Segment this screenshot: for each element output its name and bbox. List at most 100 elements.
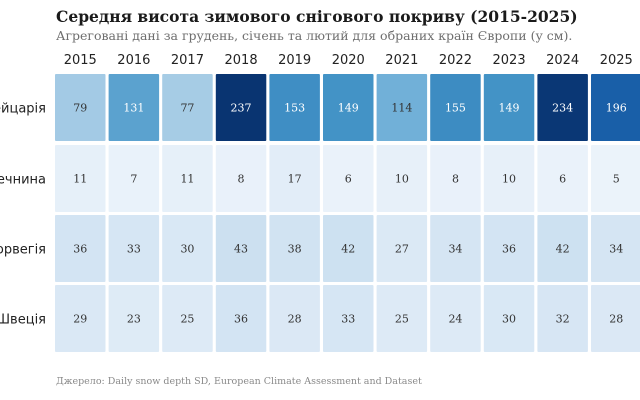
data-label: 5: [613, 173, 620, 186]
data-label: 234: [552, 102, 573, 115]
data-label: 155: [445, 102, 466, 115]
heatmap-cell: [215, 145, 267, 212]
x-tick-label: 2016: [117, 53, 150, 68]
heatmap-cell: [162, 285, 213, 352]
x-tick-label: 2025: [600, 53, 633, 68]
heatmap-cell: [430, 145, 481, 212]
heatmap-cell: [323, 145, 374, 212]
heatmap-cell: [537, 285, 588, 352]
heatmap-cell: [430, 215, 481, 282]
heatmap-cell: [269, 215, 320, 282]
data-label: 79: [73, 102, 87, 115]
heatmap-cell: [108, 74, 160, 141]
x-tick-label: 2023: [493, 53, 526, 68]
data-label: 25: [395, 313, 409, 326]
heatmap-cell: [376, 285, 428, 352]
heatmap-cell: [376, 215, 428, 282]
data-label: 36: [73, 243, 87, 256]
data-label: 43: [234, 243, 248, 256]
heatmap-cell: [537, 74, 588, 141]
x-tick-label: 2024: [546, 53, 579, 68]
heatmap-cell: [483, 145, 535, 212]
heatmap-cell: [55, 145, 106, 212]
data-label: 8: [452, 173, 459, 186]
heatmap-cell: [55, 215, 106, 282]
chart-title: Середня висота зимового снігового покрив…: [56, 7, 578, 26]
data-label: 6: [345, 173, 352, 186]
x-tick-label: 2017: [171, 53, 204, 68]
data-label: 237: [231, 102, 252, 115]
data-label: 34: [448, 243, 462, 256]
data-label: 38: [288, 243, 302, 256]
heatmap-cell: [591, 74, 640, 141]
x-tick-label: 2020: [332, 53, 365, 68]
data-label: 10: [395, 173, 409, 186]
heatmap-cell: [215, 285, 267, 352]
data-label: 11: [180, 173, 194, 186]
heatmap-cell: [269, 74, 320, 141]
heatmap-cell: [537, 145, 588, 212]
heatmap-cell: [108, 215, 160, 282]
x-tick-label: 2021: [385, 53, 418, 68]
data-label: 10: [502, 173, 516, 186]
y-tick-label: Швеція: [0, 313, 46, 328]
heatmap-cell: [483, 285, 535, 352]
data-label: 8: [238, 173, 245, 186]
data-label: 29: [73, 313, 87, 326]
heatmap-cell: [323, 215, 374, 282]
data-label: 28: [288, 313, 302, 326]
y-tick-label: Норвегія: [0, 243, 46, 258]
data-label: 114: [391, 102, 412, 115]
heatmap-cell: [537, 215, 588, 282]
data-label: 24: [448, 313, 462, 326]
x-tick-label: 2022: [439, 53, 472, 68]
data-label: 77: [180, 102, 194, 115]
chart-source: Джерело: Daily snow depth SD, European C…: [56, 376, 422, 387]
heatmap-cell: [591, 285, 640, 352]
heatmap-cell: [376, 74, 428, 141]
heatmap-cell: [430, 74, 481, 141]
heatmap-cell: [269, 285, 320, 352]
data-label: 25: [180, 313, 194, 326]
data-label: 42: [556, 243, 570, 256]
data-label: 23: [127, 313, 141, 326]
heatmap-cell: [55, 285, 106, 352]
data-label: 33: [341, 313, 355, 326]
data-label: 131: [123, 102, 144, 115]
data-label: 36: [502, 243, 516, 256]
heatmap-cell: [215, 215, 267, 282]
data-label: 6: [559, 173, 566, 186]
heatmap-cell: [108, 145, 160, 212]
data-label: 153: [284, 102, 305, 115]
x-tick-label: 2015: [64, 53, 97, 68]
data-label: 32: [556, 313, 570, 326]
heatmap-cell: [108, 285, 160, 352]
heatmap-cell: [430, 285, 481, 352]
heatmap-cell: [323, 74, 374, 141]
heatmap-cell: [215, 74, 267, 141]
data-label: 42: [341, 243, 355, 256]
chart-subtitle: Агреговані дані за грудень, січень та лю…: [56, 28, 573, 43]
data-label: 30: [502, 313, 516, 326]
x-tick-label: 2019: [278, 53, 311, 68]
y-tick-label: Швейцарія: [0, 102, 46, 117]
heatmap-cell: [55, 74, 106, 141]
heatmap-cell: [376, 145, 428, 212]
data-label: 149: [338, 102, 359, 115]
y-tick-label: Чечнина: [0, 173, 46, 188]
heatmap-cell: [323, 285, 374, 352]
heatmap-cell: [162, 215, 213, 282]
heatmap-cell: [483, 74, 535, 141]
data-label: 34: [609, 243, 623, 256]
heatmap-cell: [269, 145, 320, 212]
data-label: 149: [499, 102, 520, 115]
data-label: 11: [73, 173, 87, 186]
data-label: 33: [127, 243, 141, 256]
data-label: 17: [288, 173, 302, 186]
data-label: 36: [234, 313, 248, 326]
data-label: 30: [180, 243, 194, 256]
heatmap-cell: [591, 145, 640, 212]
data-label: 7: [130, 173, 137, 186]
heatmap-cell: [162, 74, 213, 141]
